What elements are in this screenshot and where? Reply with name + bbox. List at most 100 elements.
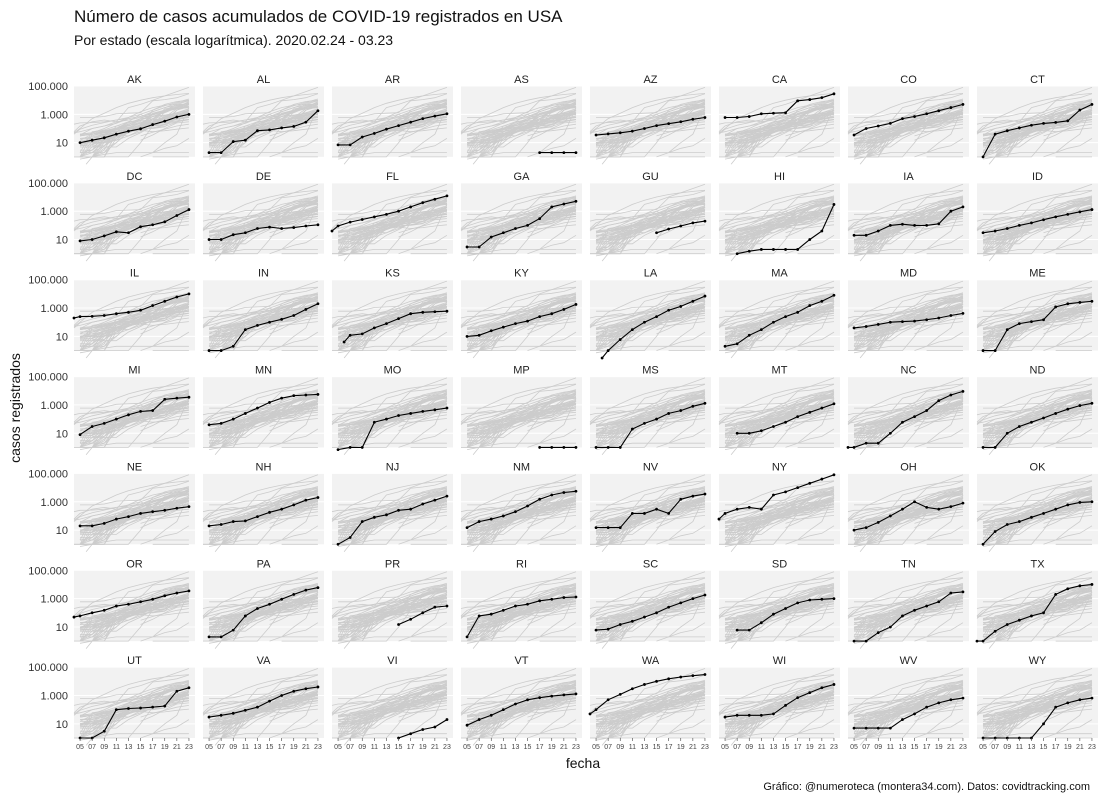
background-series-line [79,400,190,437]
background-series-line [467,684,577,718]
background-series-line [73,106,189,134]
data-point [820,477,824,481]
background-series-line [976,87,1093,132]
background-series [976,183,1093,262]
data-point [735,116,739,119]
background-series-line [725,384,835,409]
background-series-line [338,684,447,735]
x-tick-label: 21 [947,744,955,751]
background-series-line [80,587,189,638]
background-series-line [479,306,577,337]
y-tick-label: 100.000 [28,662,68,674]
data-point [385,322,388,326]
x-tick-label: 09 [229,744,237,751]
background-series-line [527,508,577,528]
data-point [691,597,695,601]
data-point [784,248,787,251]
background-series-line [718,203,835,230]
data-point [316,109,320,113]
facet-panel: AL [202,74,324,165]
background-series-line [854,199,964,250]
background-series-line [209,674,319,699]
facet-strip-label: RI [516,558,527,570]
data-point [703,401,707,405]
background-series-line [209,400,319,437]
background-series-line [725,287,835,312]
data-point [735,507,739,511]
facet-strip-label: MN [255,365,272,377]
background-series-line [331,571,448,617]
background-series-line [854,393,964,444]
data-point [445,309,449,313]
background-series-line [398,622,448,642]
background-series-line [479,694,577,725]
background-series-line [466,402,577,435]
data-point [703,116,707,119]
data-point [256,129,259,133]
data-point [231,711,235,715]
highlight-series-line [853,103,964,136]
background-series-line [724,497,835,534]
background-series-line [338,199,447,250]
data-point [1078,404,1082,407]
background-series-line [785,719,835,739]
data-point [280,597,284,601]
x-tick-label: 17 [665,744,673,751]
facet-panel: IN [202,268,324,359]
data-point [667,122,671,126]
background-series-line [73,183,190,229]
background-series-line [995,494,1093,545]
background-series [331,668,448,746]
background-series-line [656,605,706,625]
background-series-line [785,138,835,158]
facet-strip-label: NH [256,461,272,473]
facet-strip-label: IL [130,268,139,280]
background-series-line [976,377,1093,423]
background-series-line [460,687,577,715]
facet-panel: DE [202,171,324,262]
data-point [316,685,320,689]
background-series-line [596,493,706,545]
data-point [618,623,622,626]
background-series-line [269,508,318,528]
background-series-line [269,411,318,432]
background-series-line [527,428,577,448]
background-series-line [995,500,1093,531]
data-point [703,593,707,597]
background-series-line [209,577,319,603]
x-tick-label: 15 [653,744,661,751]
background-series-line [1043,218,1093,238]
background-series-line [589,286,706,327]
data-point [667,412,671,415]
background-series-line [269,138,319,158]
data-point [421,117,425,121]
data-point [562,596,566,599]
data-point [562,491,566,494]
background-series-line [724,110,835,147]
data-point [655,315,658,318]
background-series-line [854,190,964,215]
x-tick-label: 11 [500,744,507,751]
background-series-line [527,622,577,642]
background-series-line [208,693,318,726]
highlight-series-line [209,110,319,154]
background-series-line [331,390,448,416]
background-series-line [595,209,706,242]
x-tick-label: 23 [572,744,580,751]
background-series-line [80,684,189,735]
background-series-line [848,487,964,545]
data-point [1090,208,1094,211]
data-point [643,320,646,324]
background-series-line [725,296,835,347]
background-series-line [80,190,190,215]
background-series-line [976,687,1093,715]
data-point [901,507,904,511]
background-series-line [209,393,319,427]
background-series-line [79,110,190,147]
data-point [759,713,763,717]
x-tick-label: 23 [701,744,709,751]
facet-strip-label: NM [513,461,530,473]
background-series-line [338,594,448,631]
background-series-line [589,668,706,714]
